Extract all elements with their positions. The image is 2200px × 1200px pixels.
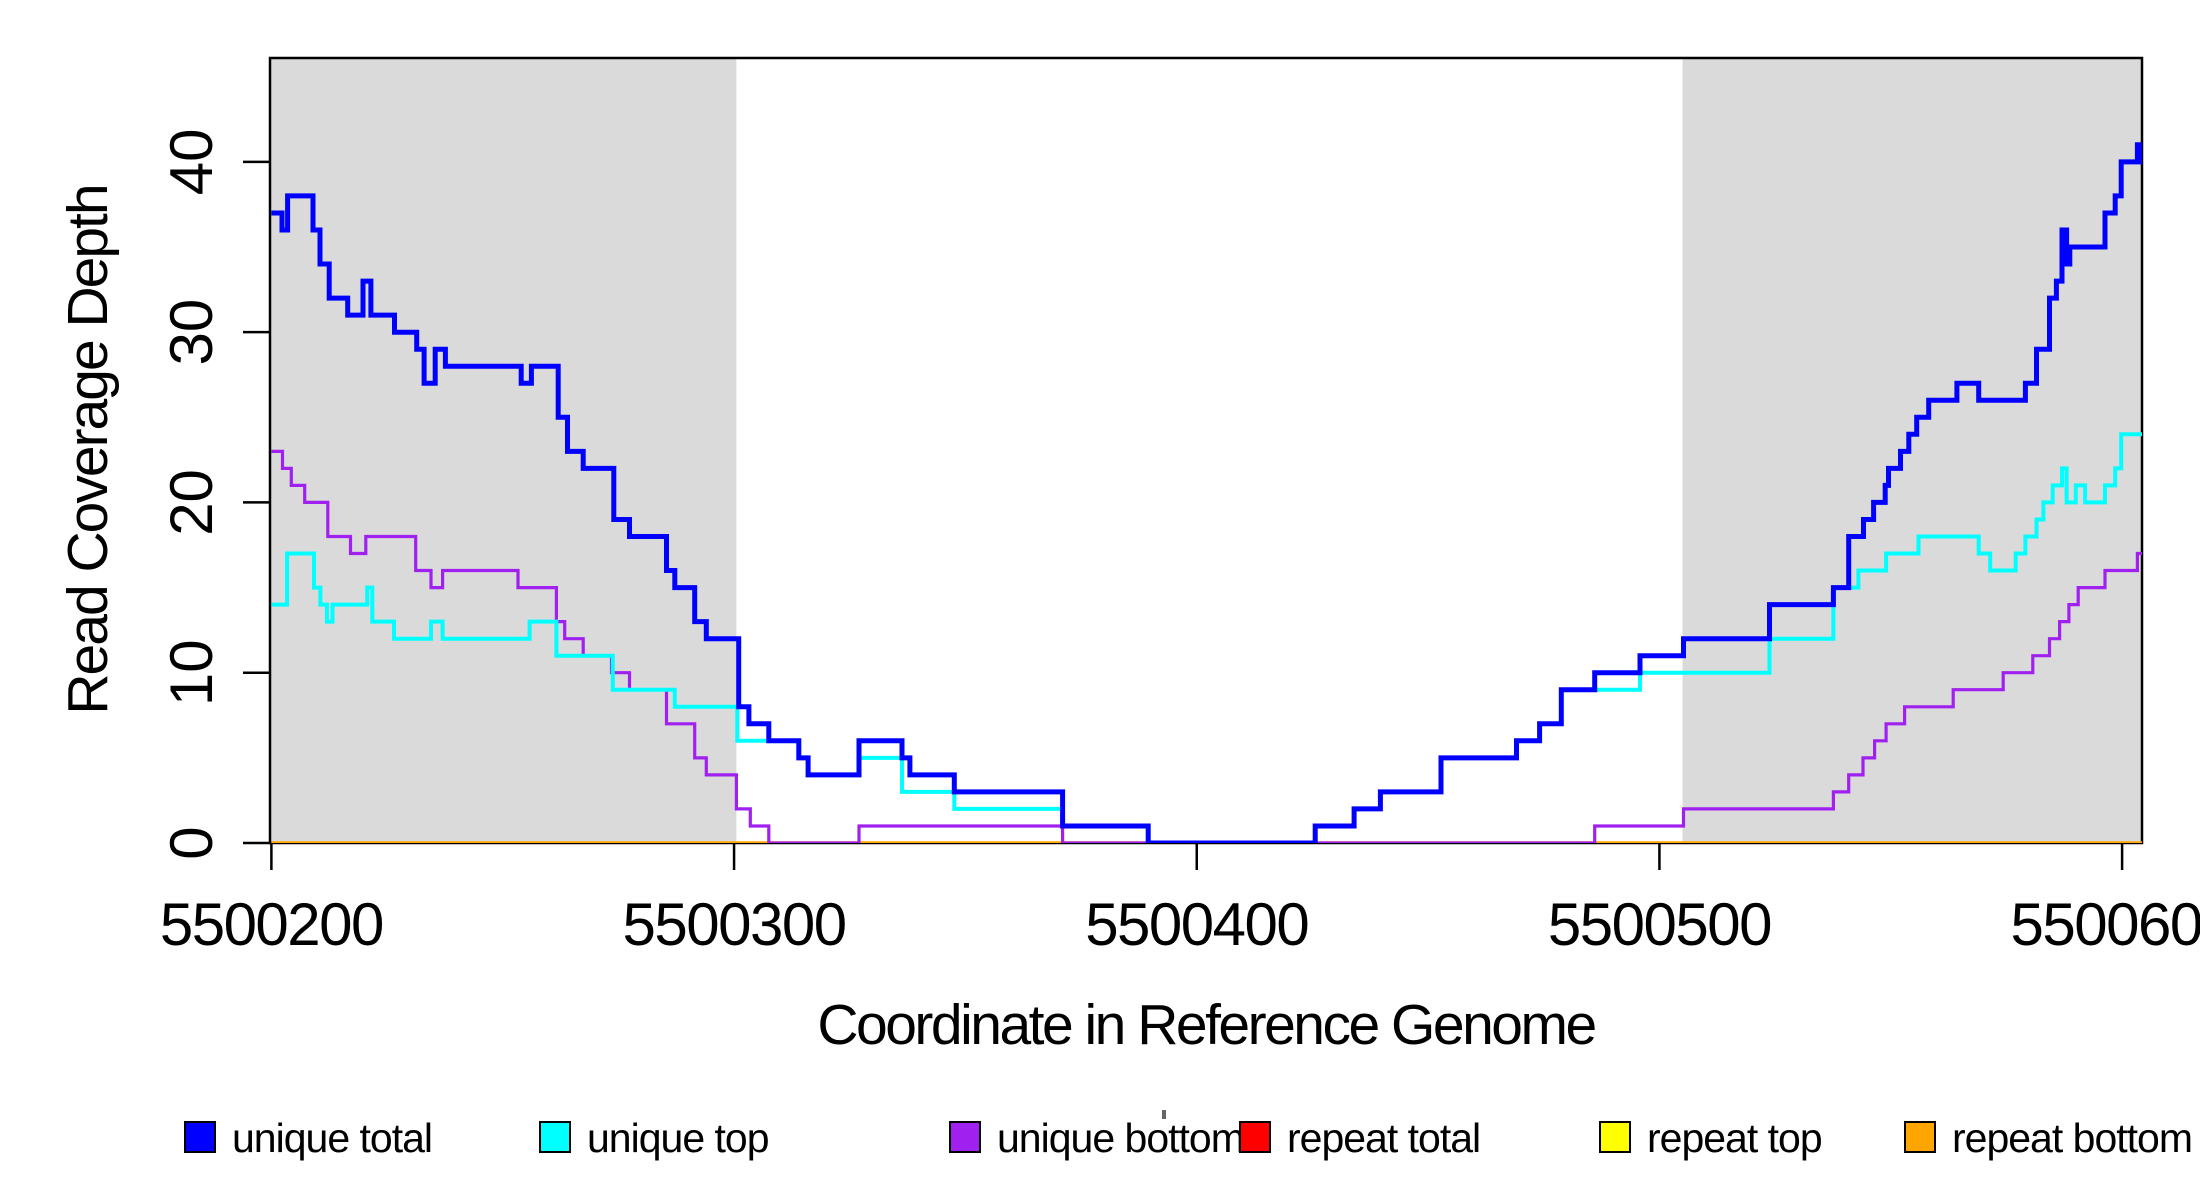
legend-item-unique-bottom: unique bottom — [949, 1115, 1245, 1161]
y-axis-title: Read Coverage Depth — [56, 185, 120, 715]
x-tick-label: 5500200 — [160, 891, 383, 958]
legend-item-unique-top: unique top — [539, 1115, 770, 1161]
y-tick-label: 10 — [158, 639, 225, 706]
x-tick-label: 5500500 — [1548, 891, 1771, 958]
y-tick-label: 30 — [158, 299, 225, 366]
shaded-region-1 — [270, 58, 737, 843]
legend-item-repeat-bottom: repeat bottom — [1904, 1115, 2193, 1161]
legend-swatch — [184, 1121, 216, 1153]
legend-label: unique bottom — [997, 1115, 1244, 1161]
legend-swatch — [539, 1121, 571, 1153]
legend-item-repeat-total: repeat total — [1239, 1115, 1481, 1161]
legend-label: repeat total — [1287, 1115, 1480, 1161]
legend-label: repeat bottom — [1952, 1115, 2192, 1161]
x-tick-label: 5500400 — [1085, 891, 1308, 958]
y-tick-label: 0 — [158, 826, 225, 859]
legend-swatch — [1599, 1121, 1631, 1153]
legend-item-repeat-top: repeat top — [1599, 1115, 1823, 1161]
legend-swatch — [1904, 1121, 1936, 1153]
stray-mark — [1162, 1110, 1166, 1119]
shaded-region-2 — [1682, 58, 2142, 843]
legend-label: unique total — [232, 1115, 432, 1161]
series-unique-bottom — [271, 449, 2142, 843]
series-unique-total — [271, 142, 2142, 843]
legend-swatch — [1239, 1121, 1271, 1153]
legend-label: unique top — [587, 1115, 769, 1161]
y-tick-label: 20 — [158, 469, 225, 536]
x-tick-label: 5500300 — [623, 891, 846, 958]
legend-swatch — [949, 1121, 981, 1153]
legend-item-unique-total: unique total — [184, 1115, 433, 1161]
y-tick-label: 40 — [158, 128, 225, 195]
x-axis-title: Coordinate in Reference Genome — [817, 993, 1597, 1057]
legend-label: repeat top — [1647, 1115, 1822, 1161]
